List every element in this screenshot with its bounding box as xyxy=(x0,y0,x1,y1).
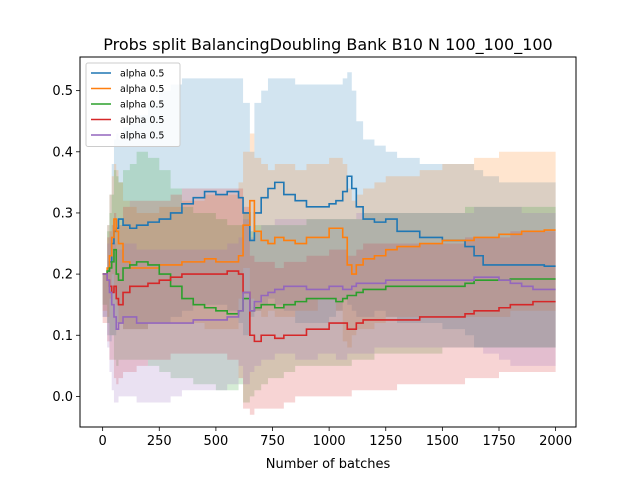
y-tick-label: 0.4 xyxy=(52,145,73,160)
x-tick-label: 750 xyxy=(260,434,285,449)
series-4-band xyxy=(102,188,556,415)
x-tick-label: 1750 xyxy=(482,434,515,449)
series-2-band xyxy=(102,133,556,348)
y-axis-ticks: 0.0 0.1 0.2 0.3 0.4 0.5 xyxy=(52,84,80,405)
legend-entry-label: alpha 0.5 xyxy=(120,69,164,80)
series-1-line xyxy=(102,175,556,275)
x-tick-label: 250 xyxy=(147,434,172,449)
legend-entry-label: alpha 0.5 xyxy=(120,84,164,95)
legend: alpha 0.5 alpha 0.5 alpha 0.5 alpha 0.5 alph… xyxy=(85,62,181,147)
series-5-band xyxy=(102,206,556,403)
legend-frame xyxy=(85,62,181,147)
legend-entry-label: alpha 0.5 xyxy=(120,131,164,142)
x-tick-label: 1500 xyxy=(426,434,459,449)
y-tick-label: 0.1 xyxy=(52,329,73,344)
series-2-line xyxy=(102,199,556,275)
x-tick-label: 2000 xyxy=(539,434,572,449)
y-tick-label: 0.2 xyxy=(52,268,73,283)
x-axis-label: Number of batches xyxy=(266,457,391,472)
series-1-band xyxy=(102,72,556,348)
plot-frame xyxy=(79,56,577,428)
y-tick-label: 0.0 xyxy=(52,390,73,405)
series-5-line xyxy=(102,273,556,330)
legend-entry-label: alpha 0.5 xyxy=(120,115,164,126)
series-lines xyxy=(102,175,556,343)
x-tick-label: 1250 xyxy=(369,434,402,449)
chart-title: Probs split BalancingDoubling Bank B10 N… xyxy=(103,35,552,55)
x-tick-label: 1000 xyxy=(313,434,346,449)
x-tick-label: 0 xyxy=(99,434,107,449)
legend-entry-label: alpha 0.5 xyxy=(120,100,164,111)
y-tick-label: 0.3 xyxy=(52,206,73,221)
x-tick-label: 500 xyxy=(203,434,228,449)
series-4-line xyxy=(102,270,556,343)
x-axis-ticks: 0 250 500 750 1000 1250 1500 1750 2000 xyxy=(99,427,572,449)
series-3-band xyxy=(102,151,556,403)
y-tick-label: 0.5 xyxy=(52,84,73,99)
confidence-bands xyxy=(102,72,556,415)
